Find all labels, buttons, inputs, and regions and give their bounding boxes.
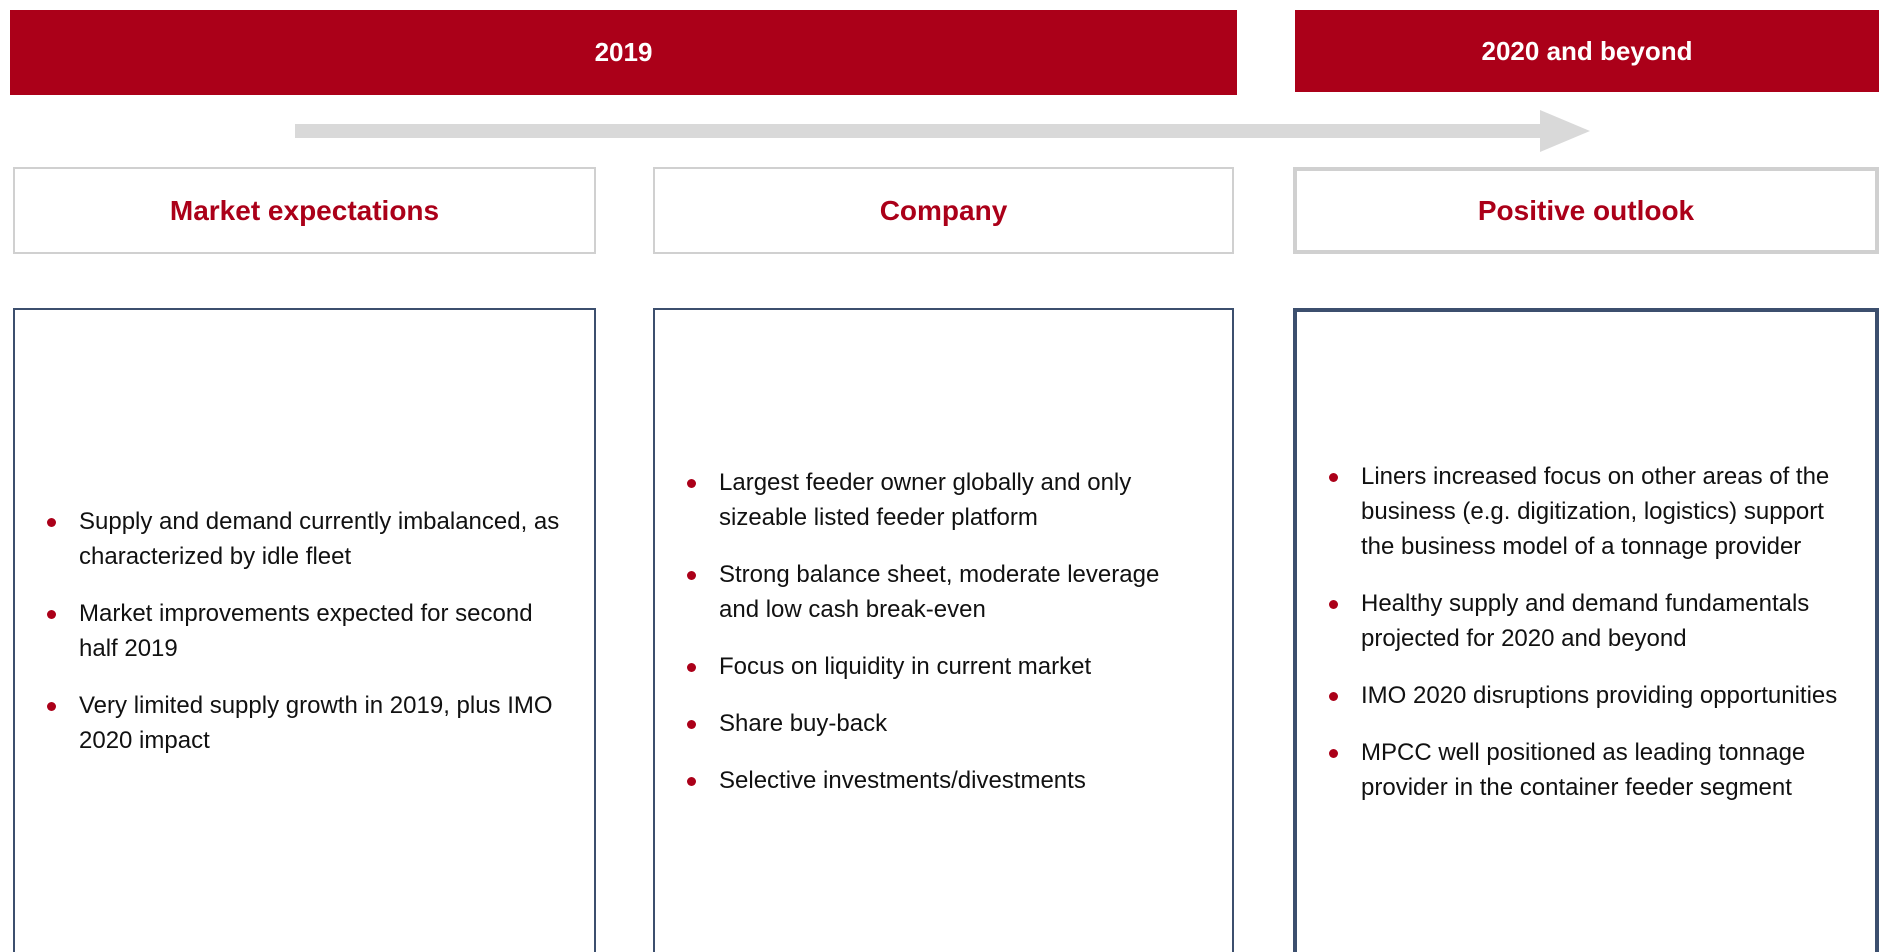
bullet: IMO 2020 disruptions providing opportuni… (1325, 678, 1845, 713)
column-body: Supply and demand currently imbalanced, … (13, 308, 596, 952)
bullet: Very limited supply growth in 2019, plus… (43, 688, 564, 758)
bullet: Healthy supply and demand fundamentals p… (1325, 586, 1845, 656)
bullet: Liners increased focus on other areas of… (1325, 459, 1845, 564)
banner: 2019 (10, 10, 1237, 95)
column-heading: Positive outlook (1293, 167, 1879, 254)
bullet: Market improvements expected for second … (43, 596, 564, 666)
bullet: Largest feeder owner globally and only s… (683, 465, 1202, 535)
column-body: Liners increased focus on other areas of… (1293, 308, 1879, 952)
bullet-list: Largest feeder owner globally and only s… (683, 465, 1202, 798)
bullet: Supply and demand currently imbalanced, … (43, 504, 564, 574)
bullet: Selective investments/divestments (683, 763, 1202, 798)
timeline-arrow (295, 110, 1590, 152)
bullet-list: Liners increased focus on other areas of… (1325, 459, 1845, 805)
banner: 2020 and beyond (1295, 10, 1879, 92)
column-heading: Market expectations (13, 167, 596, 254)
column-body: Largest feeder owner globally and only s… (653, 308, 1234, 952)
bullet: Share buy-back (683, 706, 1202, 741)
bullet: MPCC well positioned as leading tonnage … (1325, 735, 1845, 805)
column-heading: Company (653, 167, 1234, 254)
bullet: Focus on liquidity in current market (683, 649, 1202, 684)
bullet-list: Supply and demand currently imbalanced, … (43, 504, 564, 758)
bullet: Strong balance sheet, moderate leverage … (683, 557, 1202, 627)
